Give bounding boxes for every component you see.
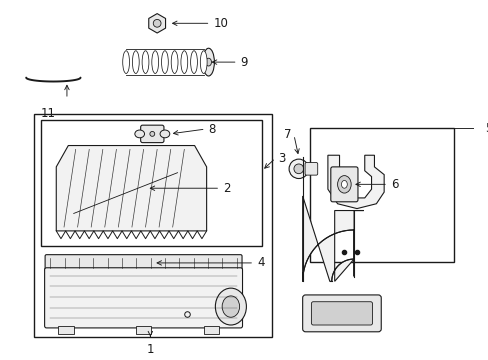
- Polygon shape: [148, 14, 165, 33]
- Ellipse shape: [135, 130, 144, 138]
- Ellipse shape: [132, 51, 139, 73]
- Ellipse shape: [288, 159, 308, 179]
- Text: 6: 6: [390, 178, 398, 191]
- Bar: [136, 326, 151, 334]
- Ellipse shape: [150, 131, 154, 136]
- Text: 7: 7: [283, 129, 290, 141]
- Ellipse shape: [215, 288, 246, 325]
- Bar: [34, 113, 271, 337]
- Ellipse shape: [337, 176, 350, 193]
- Polygon shape: [327, 155, 384, 208]
- Text: 2: 2: [223, 182, 230, 195]
- Text: 9: 9: [240, 55, 247, 69]
- Text: 1: 1: [146, 343, 154, 356]
- FancyBboxPatch shape: [141, 125, 163, 143]
- Text: 10: 10: [213, 17, 228, 30]
- Ellipse shape: [153, 19, 161, 27]
- Ellipse shape: [200, 51, 207, 73]
- Bar: [58, 326, 74, 334]
- Ellipse shape: [222, 296, 239, 317]
- Ellipse shape: [151, 51, 158, 73]
- FancyBboxPatch shape: [302, 295, 381, 332]
- Ellipse shape: [190, 51, 197, 73]
- Ellipse shape: [205, 58, 211, 66]
- Text: 3: 3: [278, 152, 285, 165]
- Bar: [310, 128, 453, 262]
- FancyBboxPatch shape: [330, 167, 357, 202]
- Ellipse shape: [341, 180, 346, 188]
- Polygon shape: [302, 196, 363, 282]
- FancyBboxPatch shape: [44, 268, 242, 328]
- Ellipse shape: [122, 51, 129, 73]
- Text: 4: 4: [257, 256, 264, 269]
- FancyBboxPatch shape: [305, 162, 317, 175]
- Ellipse shape: [142, 51, 149, 73]
- Text: 8: 8: [208, 122, 216, 136]
- Text: 11: 11: [41, 107, 56, 120]
- Ellipse shape: [181, 51, 187, 73]
- Text: 5: 5: [484, 122, 488, 135]
- Ellipse shape: [293, 164, 303, 174]
- Bar: [203, 326, 219, 334]
- Bar: [41, 120, 262, 247]
- Ellipse shape: [171, 51, 178, 73]
- Ellipse shape: [203, 48, 214, 76]
- FancyBboxPatch shape: [311, 302, 372, 325]
- Ellipse shape: [160, 130, 169, 138]
- Polygon shape: [56, 145, 206, 231]
- FancyBboxPatch shape: [45, 255, 242, 271]
- Ellipse shape: [161, 51, 168, 73]
